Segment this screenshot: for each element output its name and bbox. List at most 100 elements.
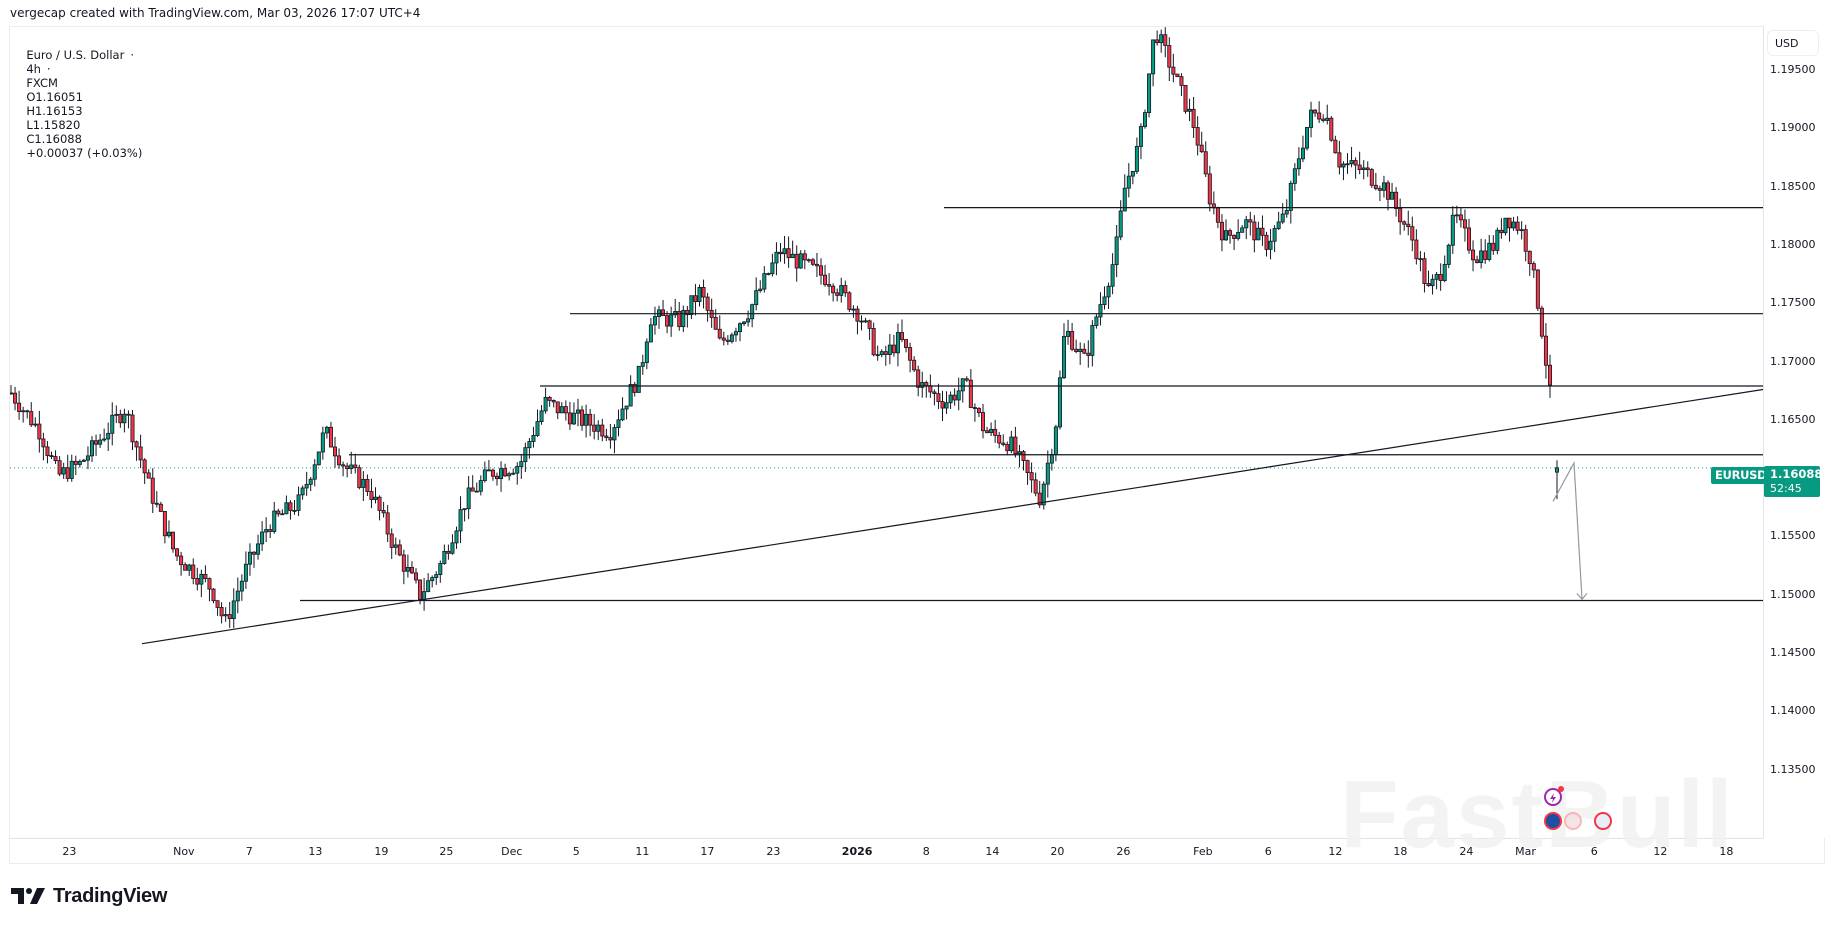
- candle-up: [1053, 426, 1058, 456]
- candle-down: [413, 572, 418, 581]
- candle-down: [1228, 230, 1233, 236]
- candle-down: [928, 385, 933, 393]
- candle-up: [960, 378, 965, 392]
- candle-down: [385, 512, 390, 535]
- candle-down: [693, 295, 698, 303]
- candle-up: [199, 573, 204, 585]
- candle-down: [13, 392, 18, 404]
- candle-up: [895, 332, 900, 354]
- candle-up: [1487, 242, 1492, 260]
- price-tick: 1.19500: [1770, 63, 1816, 76]
- price-tick: 1.14500: [1770, 646, 1816, 659]
- flash-news-icon[interactable]: [1544, 786, 1564, 806]
- candle-down: [1163, 34, 1168, 46]
- candle-down: [1183, 84, 1188, 112]
- candle-down: [1313, 109, 1318, 114]
- time-tick: 19: [374, 845, 389, 858]
- candle-up: [1017, 451, 1022, 455]
- candle-up: [1224, 230, 1229, 241]
- us-event-icon[interactable]: [1564, 812, 1582, 830]
- symbol-name[interactable]: Euro / U.S. Dollar: [26, 48, 125, 62]
- candle-up: [644, 341, 649, 363]
- candle-up: [243, 563, 248, 582]
- candle-down: [661, 309, 666, 317]
- time-tick: 2026: [841, 845, 873, 858]
- candle-up: [442, 550, 447, 564]
- candle-down: [94, 440, 99, 445]
- currency-button[interactable]: USD: [1767, 30, 1819, 56]
- candle-down: [580, 409, 585, 426]
- time-tick: 18: [1719, 845, 1734, 858]
- price-axis[interactable]: 1.19500 1.19000 1.18500 1.18000 1.17500 1.170…: [1763, 26, 1826, 838]
- price-tick: 1.17000: [1770, 354, 1816, 368]
- candle-up: [260, 531, 265, 545]
- candle-down: [993, 428, 998, 436]
- candle-down: [353, 464, 358, 469]
- candle-up: [316, 451, 321, 466]
- candle-down: [179, 555, 184, 566]
- candle-up: [499, 468, 504, 480]
- arrow-head-icon: [1576, 592, 1588, 601]
- tradingview-logo-text: TradingView: [53, 884, 168, 907]
- candle-down: [41, 438, 46, 448]
- time-tick: Feb: [1193, 845, 1213, 858]
- time-axis[interactable]: 23 Nov 7 13 19 25 Dec 5 11 17 23 2026 8 14 20 26 Feb 6 12 1…: [9, 838, 1763, 865]
- candle-down: [1329, 117, 1334, 141]
- time-tick: 17: [700, 845, 715, 858]
- time-tick: 26: [1116, 845, 1131, 858]
- candle-up: [166, 531, 171, 537]
- candle-up: [507, 473, 512, 477]
- candle-down: [162, 511, 167, 537]
- candle-down: [867, 320, 872, 329]
- time-tick: 6: [1264, 845, 1272, 858]
- candle-up: [519, 461, 524, 467]
- candle-down: [1475, 259, 1480, 263]
- candle-down: [470, 487, 475, 492]
- eu-event-icon[interactable]: [1544, 812, 1562, 830]
- candle-up: [944, 402, 949, 409]
- candle-up: [1256, 227, 1261, 241]
- candle-down: [1029, 472, 1034, 481]
- candle-down: [871, 328, 876, 356]
- candle-down: [786, 248, 791, 259]
- candle-up: [839, 285, 844, 296]
- candle-down: [409, 566, 414, 574]
- candle-down: [1377, 188, 1382, 191]
- candle-down: [685, 309, 690, 316]
- candle-up: [774, 251, 779, 264]
- candle-down: [1515, 221, 1520, 231]
- candle-down: [377, 496, 382, 511]
- interval[interactable]: 4h: [26, 62, 41, 76]
- candle-down: [146, 472, 151, 479]
- candle-up: [571, 412, 576, 425]
- candle-up: [98, 439, 103, 445]
- candle-up: [738, 323, 743, 333]
- candle-up: [1479, 250, 1484, 263]
- candle-up: [114, 413, 119, 416]
- price-tick: 1.14000: [1770, 704, 1816, 718]
- candle-down: [1333, 139, 1338, 154]
- candle-up: [689, 295, 694, 316]
- candle-down: [369, 491, 374, 500]
- candle-down: [940, 401, 945, 409]
- candle-down: [126, 413, 131, 416]
- candle-up: [511, 472, 516, 475]
- candle-up: [1430, 278, 1435, 287]
- tradingview-logo-icon: [11, 888, 45, 904]
- candle-up: [1236, 231, 1241, 239]
- candle-down: [952, 394, 957, 401]
- candle-down: [1386, 182, 1391, 200]
- tradingview-logo[interactable]: TradingView: [11, 884, 167, 908]
- candle-up: [531, 435, 536, 442]
- us-event-icon-2[interactable]: [1594, 812, 1612, 830]
- candle-up: [1341, 163, 1346, 168]
- candle-up: [1187, 108, 1192, 112]
- candle-up: [1098, 304, 1103, 318]
- candle-up: [859, 320, 864, 323]
- time-tick: 8: [922, 845, 930, 858]
- candle-up: [1284, 210, 1289, 215]
- candle-up: [462, 508, 467, 511]
- candle-down: [1353, 160, 1358, 166]
- candle-up: [122, 413, 127, 424]
